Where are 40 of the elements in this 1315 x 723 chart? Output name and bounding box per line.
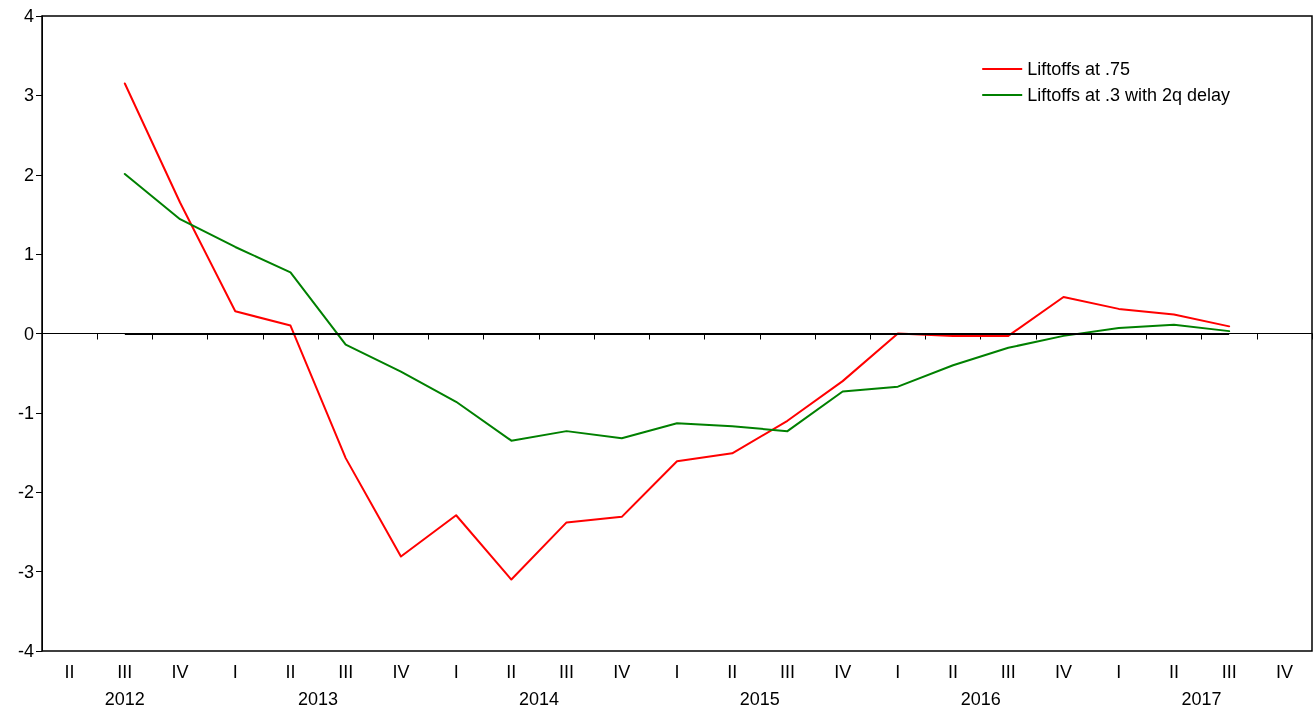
x-tick-label: III bbox=[338, 662, 354, 682]
x-tick-label: II bbox=[285, 662, 296, 682]
x-tick-label: III bbox=[117, 662, 133, 682]
y-tick-label: -1 bbox=[17, 402, 34, 423]
text: 2012 bbox=[104, 689, 145, 709]
x-tick-label: III bbox=[559, 662, 575, 682]
x-tick-label: IV bbox=[171, 662, 189, 682]
y-tick-label: 0 bbox=[23, 323, 34, 344]
text: 2016 bbox=[960, 689, 1001, 709]
x-tick-label: III bbox=[1221, 662, 1237, 682]
text: 2013 bbox=[298, 689, 339, 709]
x-tick-label: IV bbox=[1055, 662, 1073, 682]
x-tick-label: IV bbox=[613, 662, 631, 682]
text: 2014 bbox=[518, 689, 559, 709]
x-tick-label: IV bbox=[834, 662, 852, 682]
x-tick-label: III bbox=[779, 662, 795, 682]
x-tick-label: II bbox=[948, 662, 959, 682]
y-tick-label: 4 bbox=[23, 6, 34, 26]
x-tick-label: I bbox=[453, 662, 459, 682]
x-tick-label: I bbox=[232, 662, 238, 682]
x-tick-label: IV bbox=[1275, 662, 1293, 682]
x-tick-label: II bbox=[506, 662, 517, 682]
y-tick-label: -4 bbox=[17, 641, 34, 661]
x-tick-label: III bbox=[1000, 662, 1016, 682]
y-tick-label: -3 bbox=[17, 561, 34, 582]
x-tick-label: IV bbox=[392, 662, 410, 682]
y-tick-label: 1 bbox=[23, 244, 34, 265]
x-tick-label: I bbox=[1116, 662, 1122, 682]
x-tick-label: I bbox=[674, 662, 680, 682]
text: 2017 bbox=[1181, 689, 1222, 709]
x-tick-label: II bbox=[727, 662, 738, 682]
legend-label: Liftoffs at .3 with 2q delay bbox=[1027, 85, 1231, 105]
x-tick-label: II bbox=[64, 662, 75, 682]
x-tick-label: I bbox=[895, 662, 901, 682]
legend-label: Liftoffs at .75 bbox=[1027, 59, 1130, 79]
y-tick-label: -2 bbox=[17, 482, 34, 503]
x-tick-label: II bbox=[1168, 662, 1179, 682]
y-tick-label: 2 bbox=[23, 164, 34, 185]
y-tick-label: 3 bbox=[23, 85, 34, 106]
text: 2015 bbox=[739, 689, 780, 709]
